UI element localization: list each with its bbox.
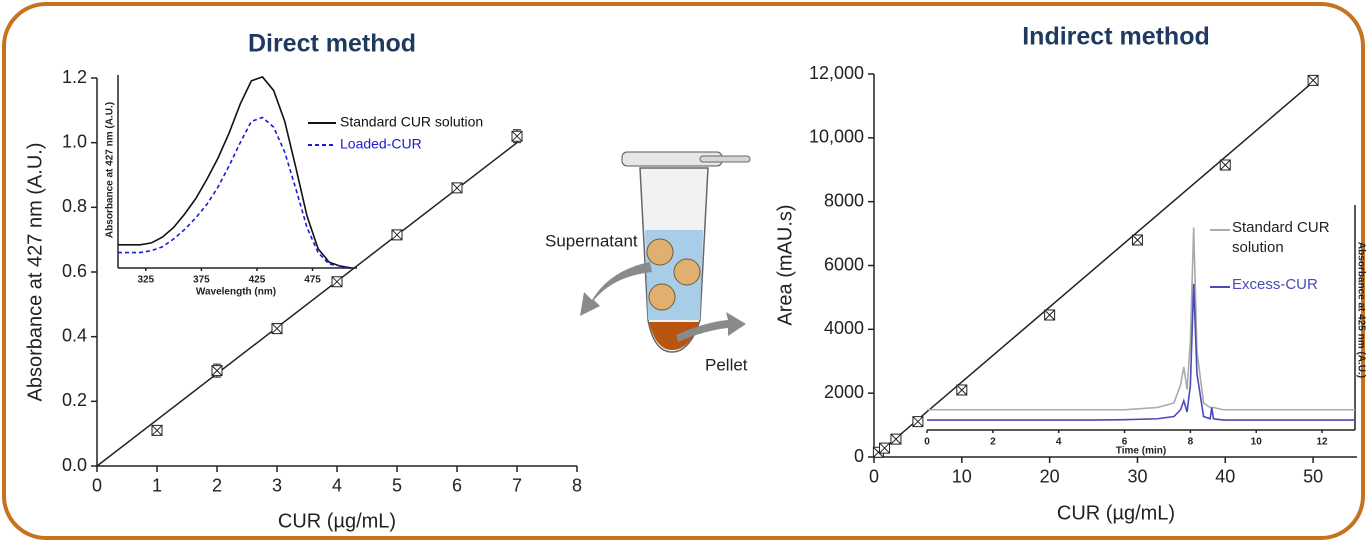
x-axis-label: CUR (µg/mL) xyxy=(1057,502,1175,524)
y-axis-label: Absorbance at 427 nm (A.U.) xyxy=(105,102,116,238)
fit-line xyxy=(873,81,1314,458)
x-axis-label: Wavelength (nm) xyxy=(196,287,276,298)
particle xyxy=(673,258,701,286)
x-axis-label: CUR (µg/mL) xyxy=(278,510,396,532)
y-tick-label: 8000 xyxy=(824,190,864,210)
y-axis-label: Area (mAU.s) xyxy=(774,204,796,325)
diagram-label: Pellet xyxy=(705,355,748,374)
legend-label: Standard CUR solution xyxy=(340,114,483,130)
series-line xyxy=(118,75,352,269)
fit-line xyxy=(96,142,518,467)
data-point xyxy=(511,130,523,142)
data-point xyxy=(391,229,403,241)
x-tick-label: 2 xyxy=(990,437,996,448)
data-point xyxy=(1044,309,1056,321)
data-point xyxy=(451,182,463,194)
x-tick-label: 2 xyxy=(212,475,222,495)
x-tick-label: 20 xyxy=(1040,466,1060,486)
x-tick-label: 6 xyxy=(1122,437,1128,448)
data-point xyxy=(271,323,283,335)
chart-title: Indirect method xyxy=(1022,23,1210,51)
legend-box: Excess-CUR xyxy=(1232,276,1318,293)
data-point xyxy=(890,433,902,445)
data-point xyxy=(912,416,924,428)
arrow-supernatant xyxy=(580,262,652,316)
y-tick-label: 0.8 xyxy=(62,196,87,216)
y-tick-label: 4000 xyxy=(824,318,864,338)
y-tick-label: 6000 xyxy=(824,254,864,274)
x-tick-label: 425 xyxy=(249,275,266,286)
x-tick-label: 8 xyxy=(572,475,582,495)
x-tick-label: 475 xyxy=(304,275,321,286)
particle xyxy=(646,238,674,266)
x-tick-label: 7 xyxy=(512,475,522,495)
legend-box: Standard CUR solution xyxy=(1232,219,1330,256)
x-tick-label: 40 xyxy=(1215,466,1235,486)
tube-diagram: Supernatant Pellet xyxy=(545,151,751,374)
series-line xyxy=(927,283,1355,421)
y-tick-label: 1.0 xyxy=(62,131,87,151)
legend-label: Excess-CUR xyxy=(1232,276,1318,293)
x-tick-label: 3 xyxy=(272,475,282,495)
x-tick-label: 6 xyxy=(452,475,462,495)
tube-tab xyxy=(699,155,751,163)
arrow-pellet xyxy=(676,312,746,342)
y-tick-label: 10,000 xyxy=(809,127,864,147)
pellet-solid xyxy=(649,322,699,350)
x-tick-label: 10 xyxy=(1251,437,1263,448)
data-point xyxy=(1219,159,1231,171)
data-point xyxy=(211,365,223,377)
x-axis-label: Time (min) xyxy=(1116,446,1166,457)
data-point xyxy=(956,384,968,396)
data-point xyxy=(331,276,343,288)
y-tick-label: 0.4 xyxy=(62,325,87,345)
x-tick-label: 375 xyxy=(193,275,210,286)
y-tick-label: 0.6 xyxy=(62,261,87,281)
y-tick-label: 0.0 xyxy=(62,455,87,475)
x-tick-label: 50 xyxy=(1303,466,1323,486)
y-tick-label: 0 xyxy=(854,446,864,466)
y-tick-label: 0.2 xyxy=(62,390,87,410)
y-axis-label: Absorbance at 425 nm (A.U.) xyxy=(1355,242,1366,378)
series-line xyxy=(118,116,352,269)
y-tick-label: 12,000 xyxy=(809,63,864,83)
x-tick-label: 4 xyxy=(1056,437,1062,448)
y-axis-label: Absorbance at 427 nm (A.U.) xyxy=(24,142,46,401)
series-line xyxy=(927,227,1355,411)
x-tick-label: 1 xyxy=(152,475,162,495)
y-tick-label: 2000 xyxy=(824,382,864,402)
legend-label: Standard CUR solution xyxy=(1232,219,1330,256)
legend-label: Loaded-CUR xyxy=(340,136,422,152)
x-tick-label: 0 xyxy=(869,466,879,486)
data-point xyxy=(1131,234,1143,246)
particle xyxy=(648,283,676,311)
x-tick-label: 12 xyxy=(1317,437,1329,448)
data-point xyxy=(151,424,163,436)
data-point xyxy=(879,442,891,454)
diagram-label: Supernatant xyxy=(545,231,638,250)
x-tick-label: 30 xyxy=(1127,466,1147,486)
x-tick-label: 10 xyxy=(952,466,972,486)
x-tick-label: 0 xyxy=(924,437,930,448)
x-tick-label: 8 xyxy=(1188,437,1194,448)
data-point xyxy=(1307,74,1319,86)
x-tick-label: 4 xyxy=(332,475,342,495)
x-tick-label: 325 xyxy=(137,275,154,286)
chart-title: Direct method xyxy=(248,30,416,58)
y-tick-label: 1.2 xyxy=(62,67,87,87)
x-tick-label: 0 xyxy=(92,475,102,495)
x-tick-label: 5 xyxy=(392,475,402,495)
